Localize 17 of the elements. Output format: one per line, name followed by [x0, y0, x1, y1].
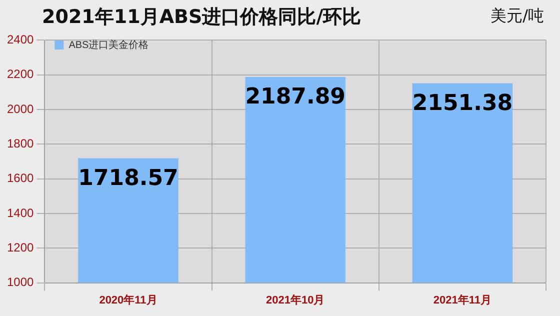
legend-label: ABS进口美金价格 — [68, 38, 149, 51]
chart-title: 2021年11月ABS进口价格同比/环比 — [42, 5, 362, 30]
y-tick-label: 2000 — [6, 102, 34, 116]
data-label: 2151.38 — [412, 91, 513, 116]
y-tick-label: 2200 — [6, 67, 34, 82]
x-tick-label: 2021年10月 — [266, 293, 325, 306]
y-axis-title: 美元/吨 — [490, 6, 544, 27]
data-label: 1718.57 — [78, 166, 178, 191]
y-tick-label: 2400 — [6, 32, 34, 47]
data-label: 2187.89 — [245, 84, 346, 110]
y-tick-label: 1200 — [6, 240, 34, 254]
x-tick-label: 2021年11月 — [433, 293, 492, 306]
y-tick-label: 1600 — [6, 171, 34, 186]
y-tick-label: 1800 — [6, 136, 34, 150]
y-tick-label: 1400 — [6, 206, 34, 220]
y-tick-label: 1000 — [6, 275, 34, 290]
x-tick-label: 2020年11月 — [99, 293, 158, 306]
